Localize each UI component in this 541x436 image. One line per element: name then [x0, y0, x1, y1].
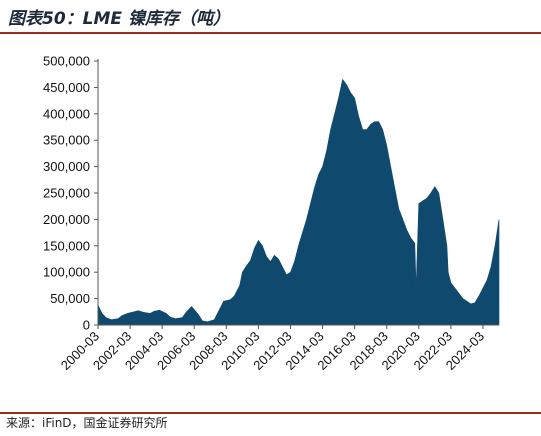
y-tick-label: 300,000	[43, 159, 90, 174]
y-tick-label: 50,000	[50, 291, 90, 306]
x-tick-labels: 2000-032002-032004-032006-032008-032010-…	[58, 328, 487, 372]
title-rule	[0, 32, 541, 34]
axis-layer	[94, 59, 499, 329]
y-tick-label: 400,000	[43, 106, 90, 121]
y-tick-label: 200,000	[43, 212, 90, 227]
source-rule	[0, 412, 541, 414]
figure-title: 图表50：LME 镍库存（吨）	[8, 9, 230, 29]
y-tick-label: 450,000	[43, 80, 90, 95]
source-note: 来源：iFinD，国金证券研究所	[6, 416, 168, 430]
y-tick-label: 250,000	[43, 186, 90, 201]
inventory-area-series-0	[97, 78, 500, 326]
y-tick-label: 100,000	[43, 265, 90, 280]
y-tick-label: 350,000	[43, 133, 90, 148]
y-tick-label: 0	[83, 318, 90, 333]
y-tick-labels: 0 50,000 100,000 150,000 200,000 250,000 300,0…	[43, 54, 90, 333]
y-tick-label: 500,000	[43, 54, 90, 69]
y-tick-label: 150,000	[43, 238, 90, 253]
area-layer	[97, 78, 500, 326]
